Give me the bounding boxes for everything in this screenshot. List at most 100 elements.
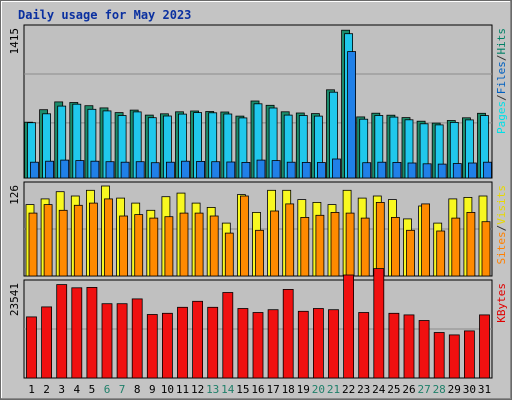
hits-bar-pages [316,162,326,179]
kbytes-bar-kbytes [207,306,219,379]
hits-bar-pages [196,160,206,179]
visits-legend-entry: Sites [495,231,508,264]
visits-bar-sites [73,204,83,277]
day-label: 11 [176,383,189,396]
hits-bar-pages [347,51,357,179]
kbytes-bar-kbytes [26,316,37,379]
visits-panel: 126 Sites/Visits [8,181,508,277]
day-label: 14 [221,383,235,396]
hits-bar-pages [120,161,130,179]
visits-bar-sites [466,211,476,277]
kbytes-bar-kbytes [116,303,128,379]
kbytes-bar-kbytes [343,274,355,379]
hits-bar-pages [45,160,54,179]
visits-bar-sites [104,198,113,277]
kbytes-bar-kbytes [312,308,324,379]
visits-bar-sites [300,216,310,277]
hits-bar-pages [452,163,462,179]
kbytes-bar-kbytes [358,312,370,379]
kbytes-bar-kbytes [388,312,400,379]
hits-max-label: 1415 [8,28,21,55]
visits-legend-entry: / [495,225,508,232]
visits-bar-sites [43,204,53,277]
hits-bar-pages [467,162,477,179]
hits-bar-pages [256,159,266,179]
hits-bar-pages [60,159,70,179]
day-label: 12 [191,383,204,396]
hits-bar-pages [30,161,39,179]
day-label: 13 [206,383,219,396]
hits-legend-entry: Hits [495,28,508,55]
visits-bar-sites [451,217,461,277]
kbytes-bar-kbytes [56,284,68,379]
hits-legend-entry: Files [495,61,508,94]
visits-bar-sites [89,202,98,277]
hits-bar-pages [90,160,100,179]
day-label: 8 [134,383,141,396]
hits-panel: 1415 Pages/Files/Hits [8,24,508,179]
kbytes-max-label: 23541 [8,283,21,316]
visits-bar-sites [406,229,415,277]
day-label: 5 [89,383,96,396]
kbytes-bar-kbytes [418,320,430,379]
visits-bar-sites [481,221,491,277]
day-label: 6 [104,383,111,396]
visits-bar-sites [164,216,174,277]
day-label: 21 [327,383,340,396]
hits-bar-pages [226,161,236,179]
hits-bar-pages [271,160,281,179]
day-label: 22 [342,383,355,396]
visits-bar-sites [28,212,38,277]
visits-legend: Sites/Visits [495,185,508,265]
day-label: 31 [478,383,491,396]
day-label: 18 [282,383,295,396]
visits-bar-sites [270,210,280,277]
day-label: 3 [58,383,65,396]
visits-bar-sites [360,217,370,277]
kbytes-bar-kbytes [161,312,173,379]
hits-legend-entry: / [495,55,508,62]
visits-legend-entry: Visits [495,185,508,225]
visits-bar-sites [239,195,249,277]
kbytes-bar-kbytes [448,334,460,379]
kbytes-bar-kbytes [177,306,188,379]
visits-bar-sites [390,216,400,277]
hits-bar-pages [483,161,492,179]
hits-bar-pages [422,163,432,179]
hits-legend-entry: / [495,94,508,101]
day-label: 1 [28,383,35,396]
day-label: 20 [312,383,325,396]
visits-bar-sites [330,211,340,277]
day-label: 29 [448,383,461,396]
day-label: 27 [417,383,430,396]
chart-title: Daily usage for May 2023 [18,8,191,22]
hits-bar-pages [241,161,251,179]
visits-bar-sites [149,217,159,277]
hits-legend: Pages/Files/Hits [495,28,508,134]
visits-bar-sites [345,212,355,277]
visits-bar-sites [255,229,264,277]
day-label: 15 [236,383,249,396]
hits-bar-pages [377,161,387,179]
kbytes-bar-kbytes [282,288,294,379]
kbytes-bar-kbytes [146,314,158,379]
hits-bar-pages [181,160,190,179]
kbytes-bar-kbytes [71,287,83,379]
day-label: 19 [297,383,310,396]
kbytes-bar-kbytes [479,314,490,379]
visits-bar-sites [224,232,234,277]
day-label: 2 [43,383,50,396]
kbytes-legend: KBytes [495,283,508,323]
x-axis-day-labels: 1 2 3 4 5 6 7 8 9 10 11 12 13 14 15 16 17 18 19 20 21 22 23 24 2… [28,383,491,396]
day-label: 7 [119,383,126,396]
hits-bar-pages [301,161,311,179]
hits-bar-pages [392,161,402,179]
hits-bar-pages [75,160,85,179]
kbytes-bar-kbytes [222,292,234,379]
kbytes-bar-kbytes [433,332,445,379]
kbytes-bar-kbytes [41,306,52,379]
day-label: 24 [372,383,386,396]
visits-bar-sites [209,215,219,277]
hits-bar-pages [286,161,296,179]
